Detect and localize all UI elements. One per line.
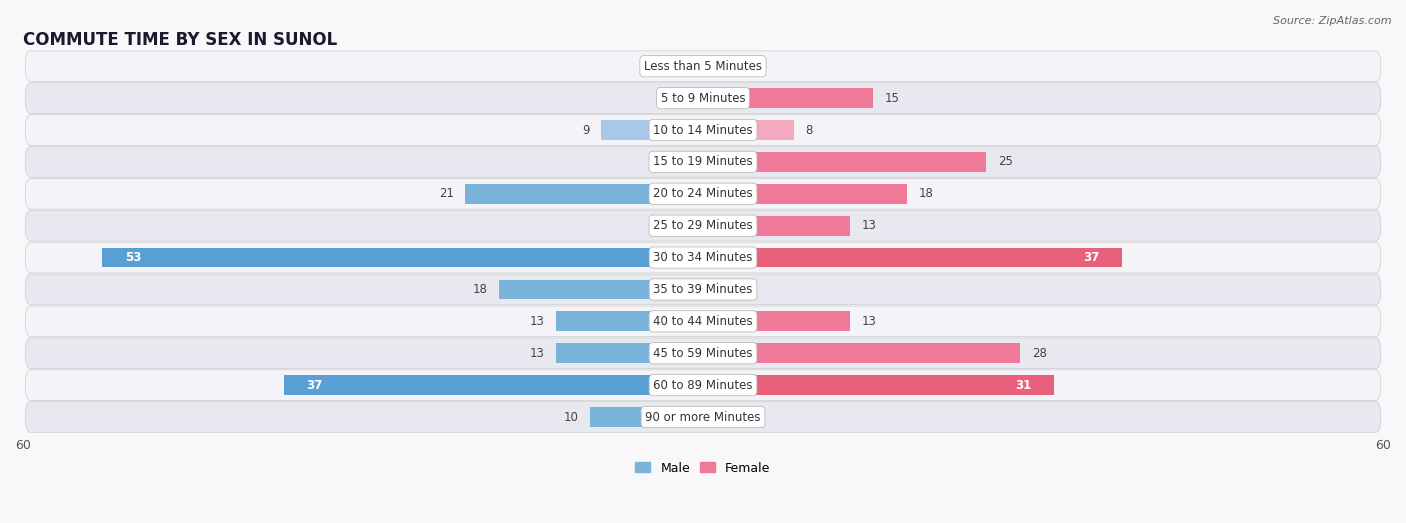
Bar — [681, 152, 703, 172]
Text: 37: 37 — [307, 379, 322, 392]
Bar — [703, 248, 1122, 267]
Text: 53: 53 — [125, 251, 142, 264]
Text: 13: 13 — [862, 219, 876, 232]
Text: 35 to 39 Minutes: 35 to 39 Minutes — [654, 283, 752, 296]
Text: 10: 10 — [564, 411, 578, 424]
Legend: Male, Female: Male, Female — [636, 462, 770, 474]
Text: 25: 25 — [998, 155, 1012, 168]
Text: 37: 37 — [1084, 251, 1099, 264]
Text: 13: 13 — [530, 315, 544, 328]
Text: 45 to 59 Minutes: 45 to 59 Minutes — [654, 347, 752, 360]
Bar — [589, 407, 703, 427]
Text: 31: 31 — [1015, 379, 1032, 392]
Text: 13: 13 — [862, 315, 876, 328]
Text: 2: 2 — [661, 155, 669, 168]
Bar — [465, 184, 703, 203]
Bar — [703, 375, 1054, 395]
Bar — [555, 343, 703, 363]
Text: 18: 18 — [472, 283, 488, 296]
Bar — [499, 280, 703, 299]
Text: 2: 2 — [737, 283, 745, 296]
Bar — [703, 407, 725, 427]
Bar — [703, 312, 851, 331]
Text: 28: 28 — [1032, 347, 1046, 360]
Bar — [600, 120, 703, 140]
Text: 3: 3 — [651, 219, 658, 232]
Bar — [284, 375, 703, 395]
FancyBboxPatch shape — [25, 83, 1381, 113]
Text: Less than 5 Minutes: Less than 5 Minutes — [644, 60, 762, 73]
Bar — [669, 216, 703, 235]
Bar — [703, 184, 907, 203]
Bar — [703, 343, 1021, 363]
Text: 40 to 44 Minutes: 40 to 44 Minutes — [654, 315, 752, 328]
Text: Source: ZipAtlas.com: Source: ZipAtlas.com — [1274, 16, 1392, 26]
Bar — [703, 216, 851, 235]
Text: 2: 2 — [737, 411, 745, 424]
Text: 9: 9 — [582, 123, 589, 137]
Text: 20 to 24 Minutes: 20 to 24 Minutes — [654, 187, 752, 200]
Text: 90 or more Minutes: 90 or more Minutes — [645, 411, 761, 424]
Text: 18: 18 — [918, 187, 934, 200]
Text: 10 to 14 Minutes: 10 to 14 Minutes — [654, 123, 752, 137]
FancyBboxPatch shape — [25, 370, 1381, 401]
Bar — [703, 120, 793, 140]
Text: 5 to 9 Minutes: 5 to 9 Minutes — [661, 92, 745, 105]
FancyBboxPatch shape — [25, 115, 1381, 145]
FancyBboxPatch shape — [25, 274, 1381, 305]
FancyBboxPatch shape — [25, 178, 1381, 209]
Bar — [703, 280, 725, 299]
Text: 60 to 89 Minutes: 60 to 89 Minutes — [654, 379, 752, 392]
FancyBboxPatch shape — [25, 51, 1381, 82]
FancyBboxPatch shape — [25, 306, 1381, 337]
FancyBboxPatch shape — [25, 338, 1381, 369]
Bar — [555, 312, 703, 331]
Text: 15 to 19 Minutes: 15 to 19 Minutes — [654, 155, 752, 168]
Bar — [703, 88, 873, 108]
Text: 25 to 29 Minutes: 25 to 29 Minutes — [654, 219, 752, 232]
Bar — [103, 248, 703, 267]
Text: COMMUTE TIME BY SEX IN SUNOL: COMMUTE TIME BY SEX IN SUNOL — [22, 31, 337, 49]
Text: 8: 8 — [806, 123, 813, 137]
Text: 30 to 34 Minutes: 30 to 34 Minutes — [654, 251, 752, 264]
Bar — [703, 152, 987, 172]
FancyBboxPatch shape — [25, 210, 1381, 241]
Text: 15: 15 — [884, 92, 900, 105]
Bar — [681, 56, 703, 76]
FancyBboxPatch shape — [25, 402, 1381, 433]
FancyBboxPatch shape — [25, 242, 1381, 273]
FancyBboxPatch shape — [25, 146, 1381, 177]
Text: 21: 21 — [439, 187, 454, 200]
Text: 2: 2 — [661, 60, 669, 73]
Text: 13: 13 — [530, 347, 544, 360]
